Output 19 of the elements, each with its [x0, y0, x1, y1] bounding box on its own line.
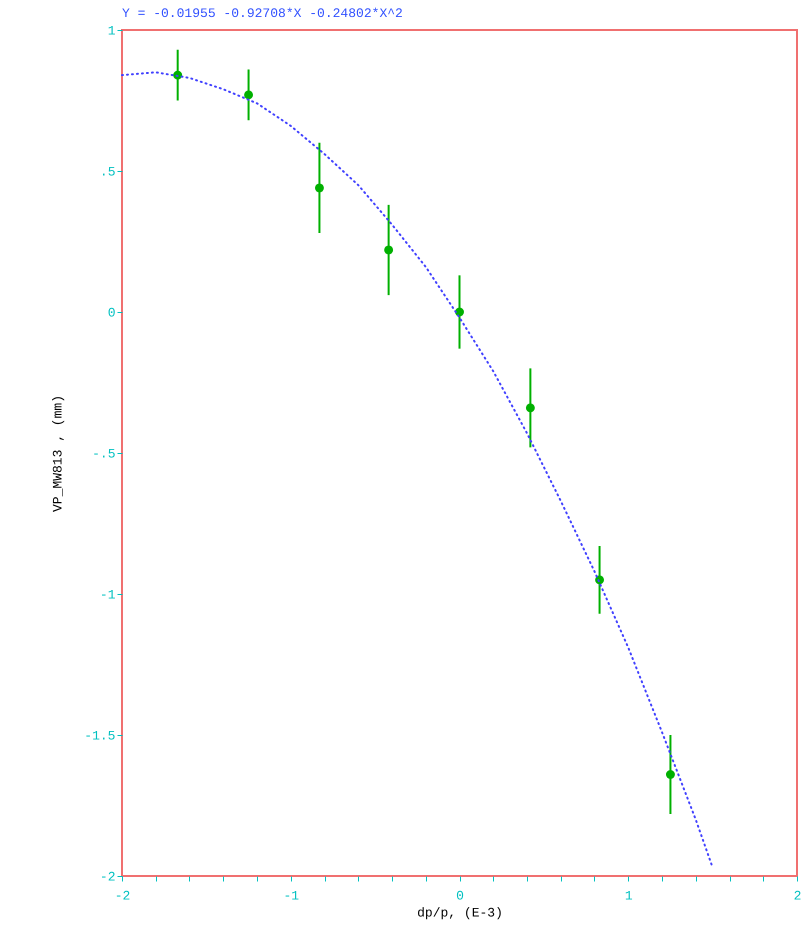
y-tick-label: -.5 [92, 446, 116, 462]
point [384, 245, 394, 254]
chart-title: Y = -0.01955 -0.92708*X -0.24802*X^2 [122, 6, 403, 21]
x-tick-label: 2 [794, 888, 802, 904]
x-tick-label: -1 [283, 888, 300, 904]
x-tick-label: 0 [456, 888, 464, 904]
y-tick-label: -1.5 [84, 728, 116, 744]
point [666, 770, 675, 779]
y-tick-label: -1 [100, 588, 116, 602]
y-tick-label: 1 [108, 24, 116, 38]
point [526, 403, 535, 412]
y-tick-label: .5 [100, 164, 116, 180]
point [244, 90, 254, 100]
x-tick-label: 1 [624, 888, 633, 904]
y-tick-label: -2 [100, 870, 116, 884]
y-tick-label: 0 [108, 306, 116, 320]
point [314, 183, 324, 192]
y-axis-title: VP_MW813 , (mm) [50, 394, 66, 512]
x-axis-title: dp/p, (E-3) [417, 906, 503, 920]
